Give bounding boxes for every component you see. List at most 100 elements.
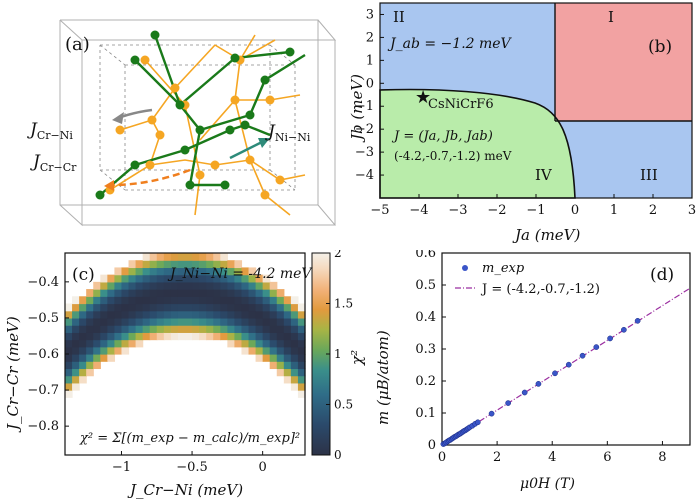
y-tick-label-b: −4 bbox=[355, 168, 374, 183]
data-point bbox=[607, 335, 613, 342]
heatmap-cell bbox=[142, 303, 151, 312]
heatmap-cell bbox=[142, 253, 151, 261]
heatmap-cell bbox=[248, 296, 257, 305]
heatmap-cell bbox=[185, 303, 193, 312]
heatmap-cell bbox=[114, 310, 123, 319]
region-IV-fill bbox=[379, 88, 576, 199]
data-point bbox=[474, 419, 481, 426]
heatmap-cell bbox=[283, 354, 292, 362]
heatmap-cell bbox=[163, 332, 172, 341]
heatmap-cell bbox=[156, 310, 165, 319]
colorbar-tick-label: 0.5 bbox=[334, 398, 353, 412]
heatmap-cell bbox=[185, 253, 193, 261]
heatmap-cell bbox=[128, 303, 137, 312]
heatmap-cell bbox=[199, 317, 207, 326]
heatmap-cell bbox=[114, 274, 123, 283]
label-j-cr-cr: JCr−Cr bbox=[30, 152, 77, 174]
heatmap-cell bbox=[262, 303, 271, 312]
heatmap-cell bbox=[220, 281, 228, 290]
heatmap-cell bbox=[297, 325, 306, 333]
heatmap-cell bbox=[72, 382, 80, 391]
heatmap-cell bbox=[149, 253, 158, 261]
heatmap-cell bbox=[213, 317, 221, 326]
heatmap-cell bbox=[107, 274, 116, 283]
heatmap-cell bbox=[100, 354, 108, 362]
panel-c-xlabel: J_Cr−Ni (meV) bbox=[127, 481, 243, 499]
heatmap-cell bbox=[177, 281, 186, 290]
heatmap-cell bbox=[220, 267, 228, 276]
heatmap-cell bbox=[128, 325, 137, 333]
heatmap-cell bbox=[86, 339, 94, 348]
heatmap-cell bbox=[65, 325, 73, 333]
phase-diagram-svg: −5 −4 −3 −2 −1 0 1 2 3 −4 −3 −2 −1 0 1 2 3 II I III IV (… bbox=[348, 2, 696, 244]
heatmap-cell bbox=[121, 267, 130, 276]
panel-c-annotation: J_Ni−Ni = -4.2 meV bbox=[167, 266, 313, 282]
heatmap-cell bbox=[199, 332, 207, 341]
heatmap-cell bbox=[142, 317, 151, 326]
heatmap-cell bbox=[213, 274, 221, 283]
chi2-formula: χ² = Σ[(m_exp − m_calc)/m_exp]² bbox=[79, 431, 300, 446]
heatmap-cell bbox=[248, 325, 257, 333]
heatmap-cell bbox=[121, 281, 130, 290]
heatmap-cell bbox=[227, 303, 236, 312]
heatmap-cell bbox=[121, 332, 130, 341]
heatmap-cell bbox=[276, 303, 285, 312]
heatmap-cell bbox=[93, 296, 101, 305]
heatmap-cell bbox=[185, 267, 193, 276]
heatmap-cell bbox=[269, 325, 278, 333]
heatmap-cell bbox=[170, 267, 179, 276]
heatmap-cell bbox=[262, 317, 271, 326]
heatmap-cell bbox=[199, 260, 207, 269]
panel-a-label: (a) bbox=[65, 34, 90, 55]
colorbar-tick-label: 1 bbox=[334, 347, 342, 361]
y-tick-label-b: 3 bbox=[366, 7, 374, 22]
heatmap-cell bbox=[135, 332, 144, 341]
heatmap-cell bbox=[206, 310, 214, 319]
heatmap-cell bbox=[248, 317, 257, 326]
heatmap-cell bbox=[170, 332, 179, 341]
heatmap-cell bbox=[135, 303, 144, 312]
heatmap-cell bbox=[121, 296, 130, 305]
heatmap-cell bbox=[72, 339, 80, 348]
heatmap-cell bbox=[128, 274, 137, 283]
panel-c: −1 −0.5 0 −0.8 −0.7 −0.6 −0.5 −0.4 0 0.5 1 1.5 2 χ²… bbox=[0, 246, 370, 500]
heatmap-cell bbox=[269, 281, 278, 290]
heatmap-cell bbox=[241, 339, 250, 348]
heatmap-cell bbox=[192, 267, 200, 276]
colorbar-tick-label: 2 bbox=[334, 250, 342, 260]
heatmap-cell bbox=[72, 296, 80, 305]
x-tick-label-b: 1 bbox=[610, 203, 618, 218]
heatmap-cell bbox=[283, 368, 292, 377]
heatmap-cell bbox=[142, 310, 151, 319]
y-tick-label-b: 2 bbox=[366, 30, 374, 45]
heatmap-cell bbox=[100, 289, 108, 297]
heatmap-cell bbox=[199, 267, 207, 276]
heatmap-cells bbox=[65, 253, 306, 398]
panel-a: (a) JCr−Ni JCr−Cr JNi−Ni bbox=[0, 0, 350, 250]
heatmap-cell bbox=[241, 325, 250, 333]
heatmap-cell bbox=[121, 317, 130, 326]
heatmap-cell bbox=[163, 325, 172, 333]
data-point bbox=[521, 389, 528, 396]
heatmap-cell bbox=[114, 296, 123, 305]
heatmap-cell bbox=[128, 339, 137, 348]
data-point bbox=[621, 326, 627, 333]
y-tick-label-b: −3 bbox=[355, 145, 374, 160]
heatmap-cell bbox=[220, 325, 228, 333]
heatmap-cell bbox=[156, 274, 165, 283]
heatmap-cell bbox=[255, 274, 264, 283]
heatmap-cell bbox=[283, 310, 292, 319]
heatmap-cell bbox=[290, 382, 299, 391]
heatmap-cell bbox=[213, 289, 221, 297]
heatmap-cell bbox=[149, 303, 158, 312]
heatmap-cell bbox=[93, 303, 101, 312]
heatmap-cell bbox=[269, 361, 278, 370]
heatmap-cell bbox=[121, 274, 130, 283]
panel-d-xlabel: μ0H (T) bbox=[520, 476, 575, 492]
heatmap-cell bbox=[192, 332, 200, 341]
heatmap-cell bbox=[185, 332, 193, 341]
heatmap-cell bbox=[177, 274, 186, 283]
heatmap-cell bbox=[234, 303, 243, 312]
heatmap-cell bbox=[262, 296, 271, 305]
heatmap-cell bbox=[114, 339, 123, 348]
